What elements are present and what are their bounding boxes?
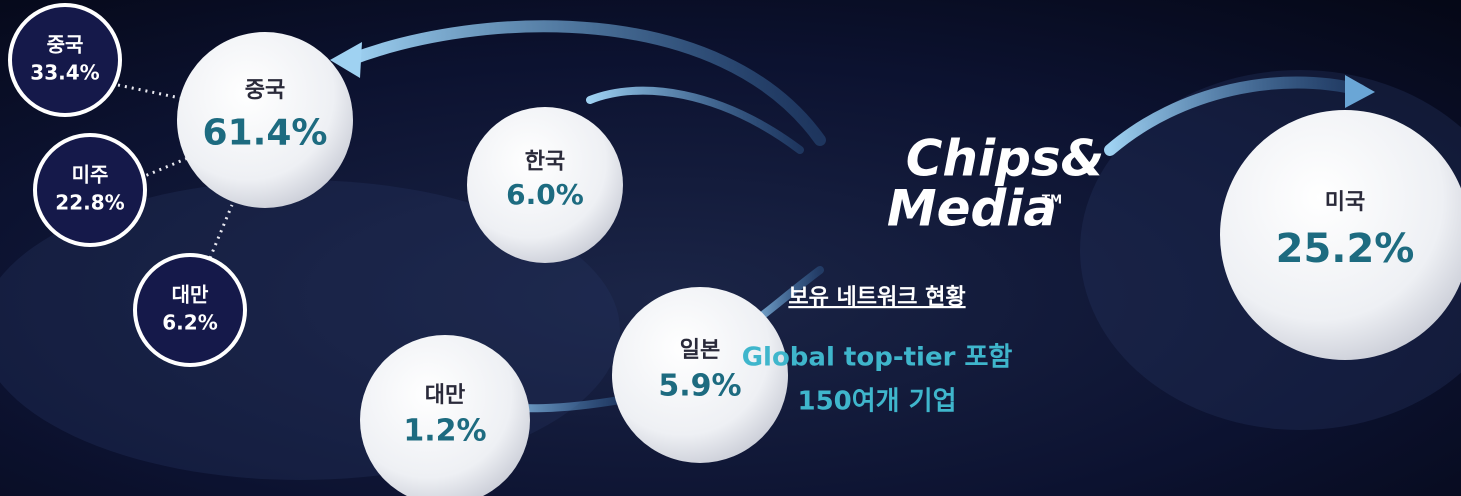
bubble-label: 미국 bbox=[1325, 190, 1365, 215]
logo-tm: TM bbox=[1042, 193, 1062, 207]
bubble-label: 일본 bbox=[680, 338, 720, 363]
bubble-label: 한국 bbox=[525, 150, 565, 175]
bubble-value: 1.2% bbox=[403, 414, 486, 449]
small-label: 미주 bbox=[72, 163, 109, 187]
small-value: 22.8% bbox=[55, 191, 124, 215]
bubble-value: 25.2% bbox=[1276, 226, 1415, 272]
small-value: 6.2% bbox=[162, 311, 217, 335]
small-label: 대만 bbox=[172, 283, 209, 307]
logo-line2: Media bbox=[887, 180, 1057, 238]
small-label: 중국 bbox=[47, 33, 84, 57]
network-line: Global top-tier 포함 bbox=[742, 343, 1013, 373]
bubble-value: 61.4% bbox=[203, 112, 328, 153]
infographic: 중국 61.4% 한국 6.0% 일본 5.9% 대만 1.2% 미국 25.2% 중국 33.4%… bbox=[0, 0, 1461, 496]
bubble-label: 대만 bbox=[425, 383, 465, 408]
bubble-value: 5.9% bbox=[658, 369, 741, 404]
network-line: 150여개 기업 bbox=[797, 387, 956, 417]
page: 중국 61.4% 한국 6.0% 일본 5.9% 대만 1.2% 미국 25.2% 중국 33.4%… bbox=[0, 0, 1461, 496]
small-value: 33.4% bbox=[30, 61, 99, 85]
bubble-label: 중국 bbox=[245, 78, 285, 103]
bubble-value: 6.0% bbox=[506, 178, 584, 211]
network-title: 보유 네트워크 현황 bbox=[788, 285, 965, 310]
